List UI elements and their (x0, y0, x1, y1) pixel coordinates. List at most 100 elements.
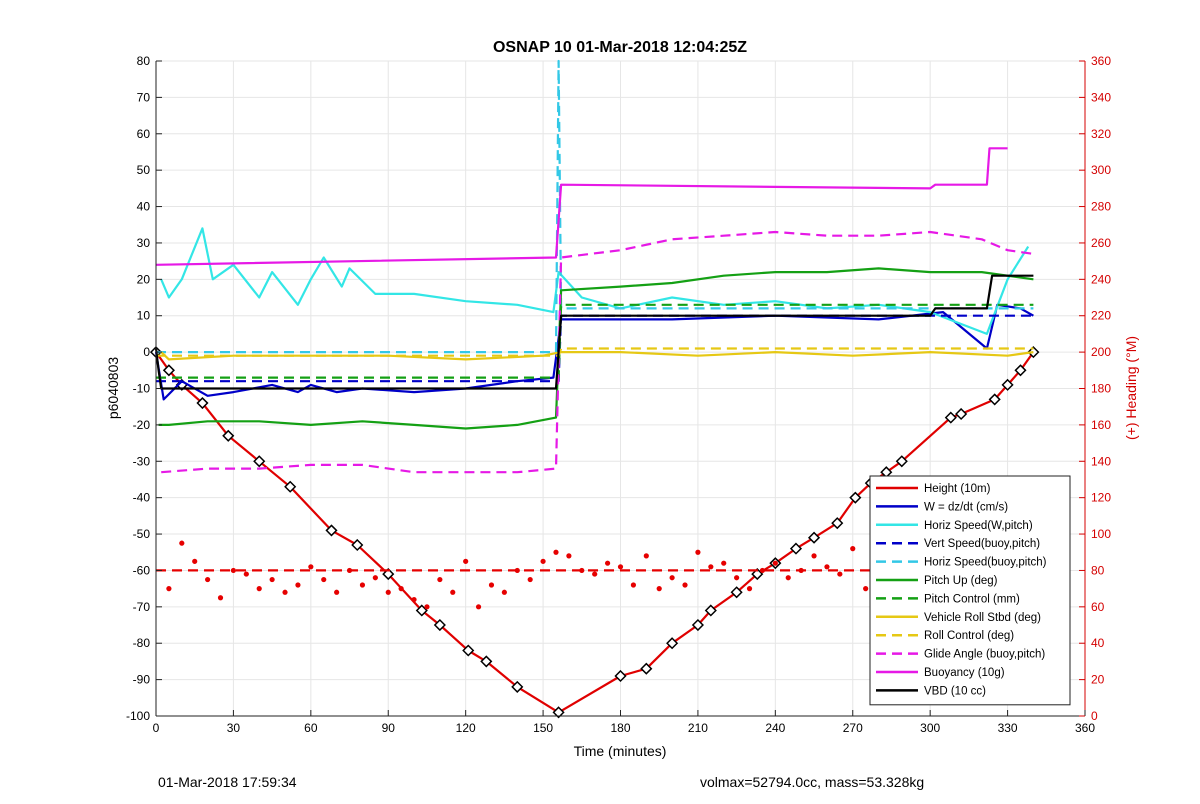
y-tick-label: -70 (133, 600, 151, 614)
series-12-point (192, 558, 198, 564)
legend-label: Horiz Speed(W,pitch) (924, 520, 1033, 532)
y2-tick-label: 160 (1091, 418, 1111, 432)
series-2-line (160, 227, 1030, 335)
chart-title: OSNAP 10 01-Mar-2018 12:04:25Z (493, 39, 747, 56)
height-marker (691, 618, 704, 632)
series-3-line (156, 314, 1034, 383)
height-marker (955, 407, 968, 421)
y-tick-label: 60 (137, 127, 151, 141)
height-marker (751, 568, 764, 581)
series-12-point (734, 575, 740, 581)
y2-tick-label: 340 (1091, 90, 1111, 104)
series-12-point (527, 576, 533, 583)
y2-tick-label: 80 (1091, 563, 1105, 577)
y-tick-label: -60 (133, 563, 151, 577)
footer-stats: volmax=52794.0cc, mass=53.328kg (700, 774, 925, 790)
axes: 0 30 60 90 120 150 180 210 240 270 300 330 360-100-9… (126, 54, 1111, 735)
legend-label: W = dz/dt (cm/s) (924, 501, 1008, 513)
series-12-point (488, 582, 495, 588)
height-marker (895, 455, 908, 468)
height-marker (944, 411, 957, 424)
series-5-line (158, 267, 1034, 430)
x-tick-label: 270 (843, 721, 863, 735)
y-tick-label: -90 (133, 673, 151, 687)
legend-label: Pitch Control (mm) (924, 593, 1020, 605)
y-tick-label: -10 (133, 382, 151, 396)
series-12-point (643, 553, 649, 559)
series-10-line (155, 147, 1008, 266)
series-12-point (269, 576, 275, 583)
x-tick-label: 240 (765, 721, 785, 735)
y-axis-label: p6040803 (105, 357, 121, 420)
series-12-point (321, 576, 327, 583)
series-12-point (501, 589, 507, 595)
legend-box (869, 475, 1071, 706)
series-12-point (656, 586, 662, 592)
height-marker (666, 637, 679, 650)
height-marker (222, 429, 235, 442)
x-tick-label: 90 (382, 721, 396, 735)
y2-tick-label: 200 (1091, 345, 1111, 359)
y-tick-label: -80 (133, 636, 151, 650)
height-marker (253, 455, 266, 468)
y2-tick-label: 20 (1091, 673, 1105, 687)
height-marker (730, 586, 743, 599)
legend-label: Vert Speed(buoy,pitch) (924, 538, 1040, 550)
legend-label: Roll Control (deg) (924, 630, 1014, 642)
series-12-point (863, 586, 869, 592)
series-9-line (161, 230, 1034, 474)
series-12-point (824, 564, 830, 570)
series-12-point (230, 567, 237, 574)
y2-tick-label: 260 (1091, 236, 1111, 250)
series-12-point (566, 553, 572, 559)
series-12-point (669, 575, 675, 581)
y2-tick-label: 300 (1091, 163, 1111, 177)
series-12-point (811, 553, 817, 559)
y-tick-label: -40 (133, 491, 151, 505)
series-1-line (154, 303, 1034, 401)
series-12-point (359, 582, 366, 588)
height-marker (511, 680, 524, 693)
x-axis-label: Time (minutes) (574, 743, 667, 759)
height-marker (196, 396, 209, 410)
y-tick-label: -20 (133, 418, 151, 432)
y2-tick-label: 40 (1091, 636, 1105, 650)
height-marker (382, 568, 395, 581)
series-12-point (308, 564, 314, 570)
series-12-point (437, 576, 443, 583)
series-12-point (166, 586, 172, 592)
y2-tick-label: 120 (1091, 491, 1111, 505)
series-12-point (217, 595, 224, 601)
x-tick-label: 30 (227, 721, 241, 735)
series-12-point (398, 586, 404, 592)
y-tick-label: 30 (137, 236, 151, 250)
height-marker (415, 604, 428, 617)
y2-tick-label: 100 (1091, 527, 1111, 541)
series-12-point (424, 604, 430, 610)
x-tick-label: 150 (533, 721, 553, 735)
x-tick-label: 300 (920, 721, 940, 735)
height-marker (162, 364, 175, 377)
height-marker (351, 538, 364, 552)
y2-tick-label: 240 (1091, 272, 1111, 286)
y-tick-label: -50 (133, 527, 151, 541)
series-12-point (604, 560, 611, 566)
legend-label: Pitch Up (deg) (924, 575, 998, 587)
legend-label: Horiz Speed(buoy,pitch) (924, 557, 1047, 569)
series-11-line (154, 274, 1034, 390)
series-12-point (372, 575, 378, 581)
height-marker (807, 531, 821, 544)
series-12-point (721, 560, 727, 566)
height-marker (462, 644, 475, 657)
legend-label: Vehicle Roll Stbd (deg) (924, 612, 1041, 624)
series-12-point (540, 558, 546, 564)
y-tick-label: 50 (137, 163, 151, 177)
height-marker (640, 662, 653, 675)
height-marker (552, 706, 565, 719)
x-tick-label: 360 (1075, 721, 1095, 735)
height-marker (849, 491, 862, 504)
series-12-point (179, 540, 185, 546)
series-12-point (772, 560, 778, 566)
legend-label: Height (10m) (924, 483, 991, 495)
